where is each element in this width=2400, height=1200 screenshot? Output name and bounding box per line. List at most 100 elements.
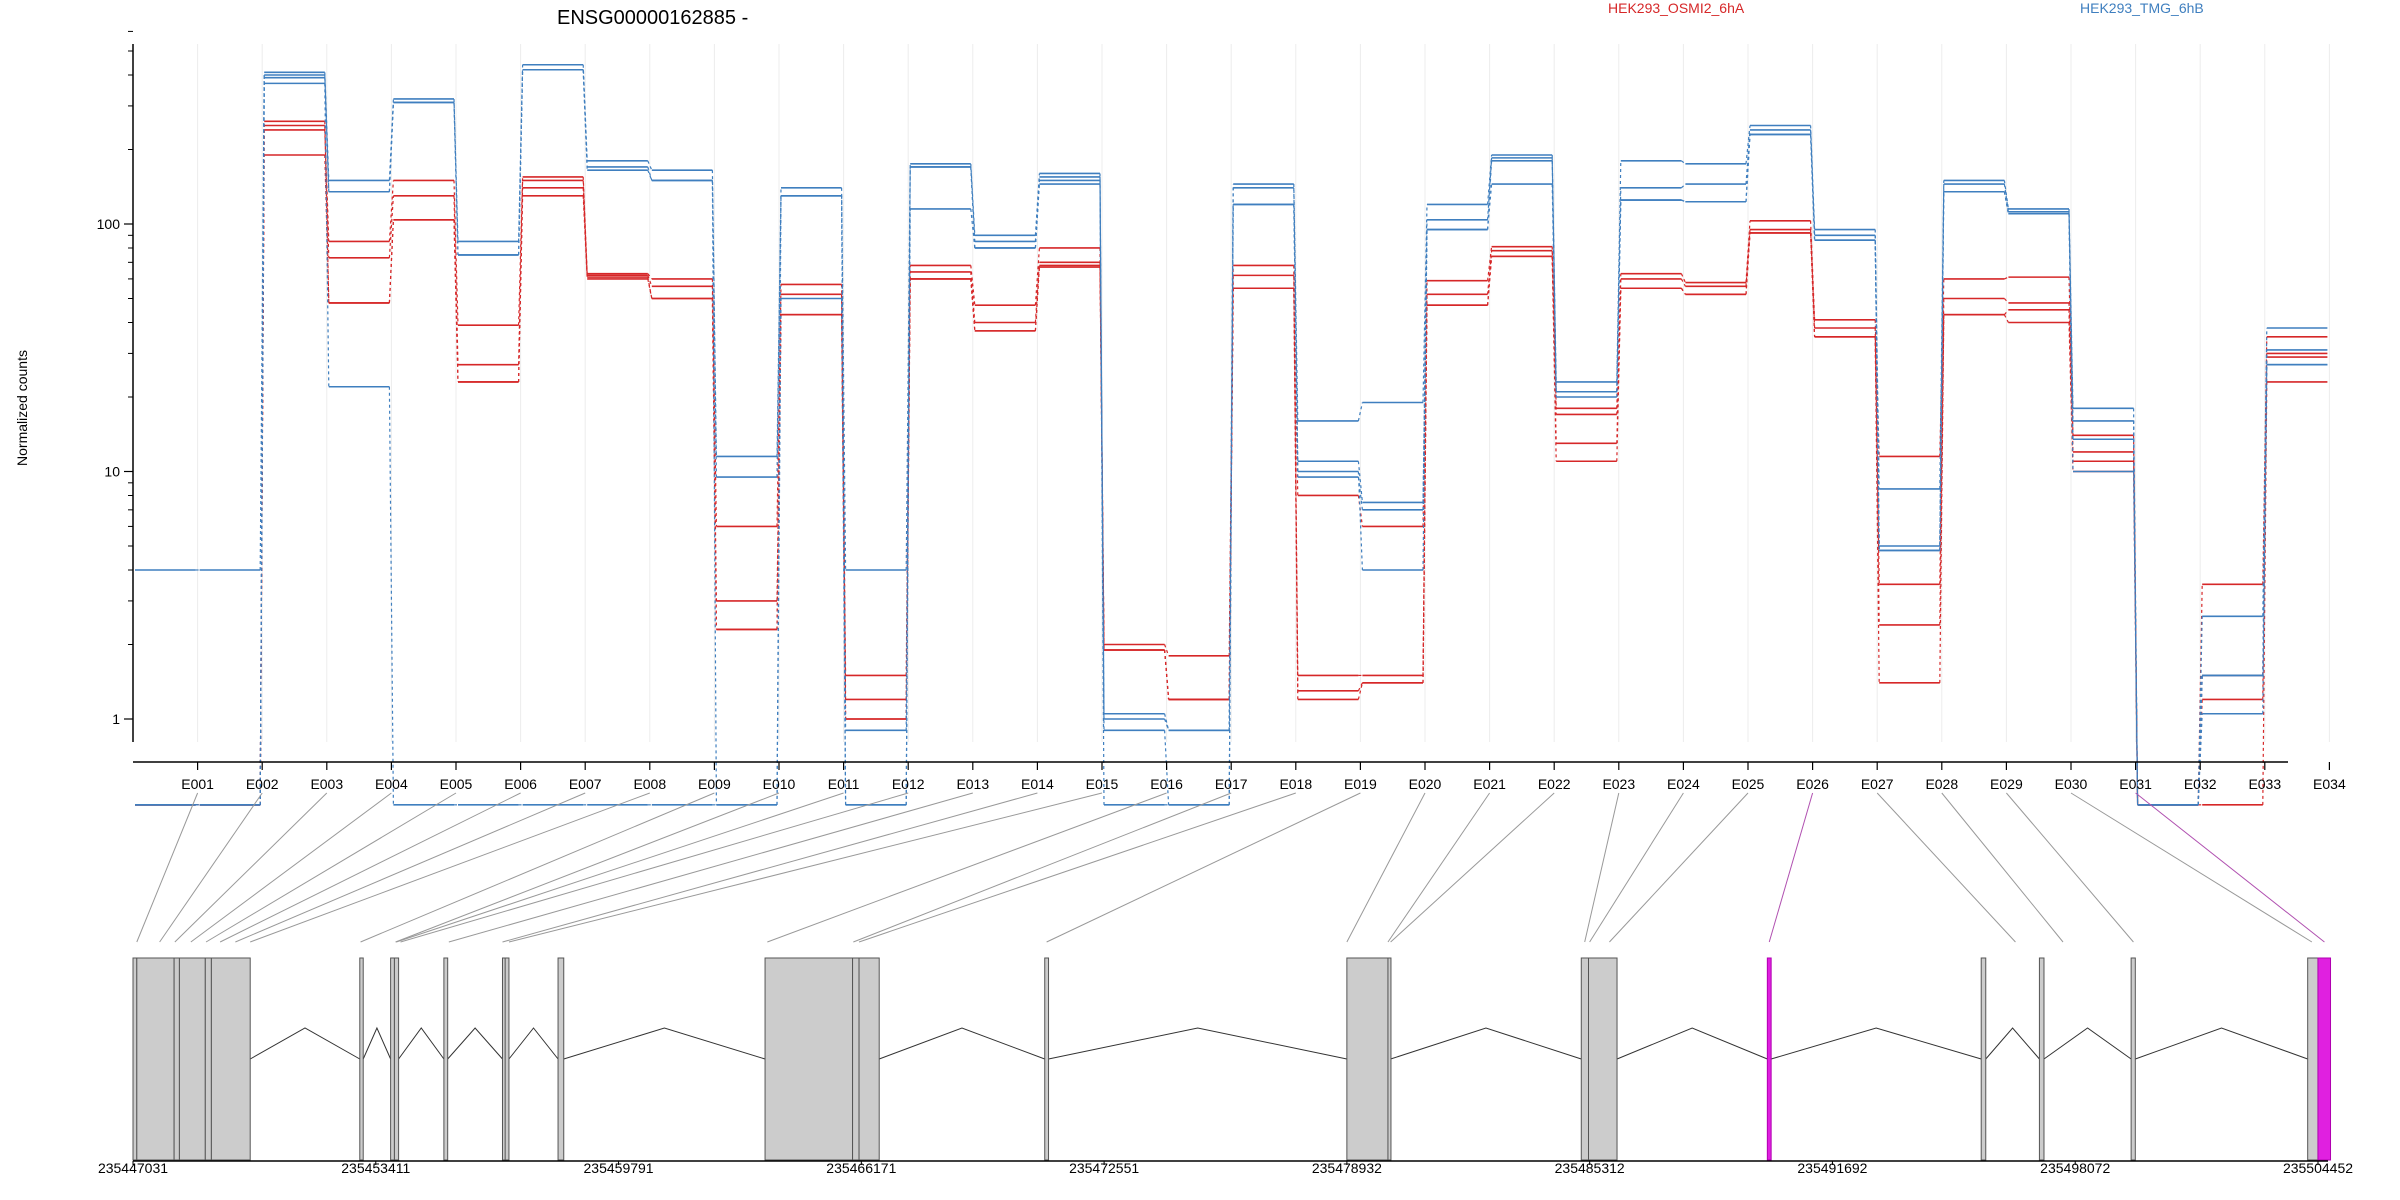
x-tick-label: E018: [1279, 776, 1312, 792]
intron: [1771, 1027, 1982, 1060]
data-transition: [453, 102, 459, 255]
data-transition: [2133, 408, 2139, 805]
x-tick-label: E007: [569, 776, 602, 792]
data-transition: [518, 176, 524, 326]
exon-block: [1044, 957, 1050, 1161]
exon-block: [1346, 957, 1389, 1161]
data-transition: [905, 166, 911, 731]
data-transition: [388, 180, 394, 242]
x-tick-label: E020: [1409, 776, 1442, 792]
x-tick-label: E006: [504, 776, 537, 792]
data-transition: [1810, 125, 1816, 230]
data-transition: [1164, 713, 1170, 731]
data-transition: [582, 195, 588, 279]
data-transition: [970, 278, 976, 331]
x-ticks: E001 E002 E003 E004 E005 E006 E007 E008 E009 E010…: [181, 762, 2346, 792]
coordinate-label: 235498072: [2040, 1160, 2110, 1176]
data-transition: [324, 74, 330, 192]
exon-block: [210, 957, 251, 1161]
x-tick-label: E025: [1732, 776, 1765, 792]
data-transition: [2262, 364, 2268, 676]
x-tick-label: E003: [310, 776, 343, 792]
data-transition: [388, 219, 394, 303]
exon-block: [132, 957, 138, 1161]
data-transition: [1745, 232, 1751, 295]
exon-connector: [1941, 792, 2064, 943]
coordinate-label: 235453411: [341, 1160, 410, 1176]
y-tick-label: 1: [112, 711, 120, 727]
data-transition: [2262, 381, 2268, 805]
data-transition: [1357, 495, 1363, 527]
exon-connector: [1609, 792, 1749, 943]
x-tick-label: E021: [1473, 776, 1506, 792]
data-transition: [2068, 213, 2074, 472]
data-transition: [1680, 287, 1686, 295]
exon-block: [1587, 957, 1618, 1161]
coordinate-label: 235459791: [584, 1160, 654, 1176]
data-transition: [776, 195, 782, 478]
exon-block: [359, 957, 364, 1161]
exon-block: [390, 957, 395, 1161]
x-tick-label: E023: [1602, 776, 1635, 792]
highlighted-exon: [2317, 957, 2332, 1161]
x-tick-label: E017: [1215, 776, 1248, 792]
data-transition: [582, 180, 588, 276]
data-transition: [1164, 649, 1170, 700]
data-transition: [1228, 204, 1234, 805]
data-transition: [1164, 644, 1170, 657]
data-transition: [1874, 327, 1880, 585]
x-tick-label: E019: [1344, 776, 1377, 792]
x-tick-label: E016: [1150, 776, 1183, 792]
coordinate-label: 235478932: [1312, 1160, 1382, 1176]
data-transition: [2133, 471, 2139, 805]
data-transition: [1164, 718, 1170, 731]
exon-connector: [235, 792, 586, 943]
data-transition: [647, 169, 653, 181]
data-transition: [2003, 183, 2009, 212]
exon-connector: [1589, 792, 1684, 943]
series-line: [135, 82, 2328, 806]
intron: [508, 1027, 559, 1060]
data-transition: [324, 83, 330, 387]
coordinate-label: 235472551: [1069, 1160, 1139, 1176]
x-tick-label: E032: [2184, 776, 2217, 792]
x-tick-label: E022: [1538, 776, 1571, 792]
intron: [563, 1027, 766, 1060]
data-transition: [647, 273, 653, 280]
x-tick-label: E026: [1796, 776, 1829, 792]
exon-block: [1980, 957, 1987, 1161]
data-transition: [776, 284, 782, 527]
data-transition: [647, 160, 653, 171]
data-transition: [840, 298, 847, 805]
data-transition: [1099, 184, 1105, 805]
data-transition: [1681, 160, 1686, 165]
x-tick-label: E008: [633, 776, 666, 792]
data-transition: [1487, 154, 1493, 205]
highlighted-exon: [1766, 957, 1772, 1161]
exon-connector: [2070, 792, 2313, 943]
exon-block: [443, 957, 449, 1161]
x-tick-label: E005: [440, 776, 473, 792]
x-tick-label: E014: [1021, 776, 1054, 792]
exon-block: [504, 957, 510, 1161]
intron: [447, 1027, 503, 1060]
exon-connector: [502, 792, 1038, 943]
data-transition: [970, 265, 976, 306]
exon-connector: [1346, 792, 1426, 943]
legend-item-tmg: HEK293_TMG_6hB: [2080, 0, 2204, 16]
data-transition: [1357, 682, 1363, 700]
exon-block: [1580, 957, 1589, 1161]
exon-connector: [448, 792, 973, 943]
y-axis-label: Normalized counts: [14, 350, 30, 466]
data-transition: [1357, 682, 1363, 692]
chart-title: ENSG00000162885 -: [557, 7, 748, 29]
data-transition: [1745, 134, 1751, 202]
intron: [2135, 1027, 2308, 1060]
data-transition: [711, 180, 718, 805]
data-transition: [2003, 309, 2009, 316]
intron: [1390, 1027, 1582, 1060]
data-transition: [259, 83, 265, 805]
intron: [1985, 1027, 2040, 1060]
intron: [1616, 1027, 1768, 1060]
